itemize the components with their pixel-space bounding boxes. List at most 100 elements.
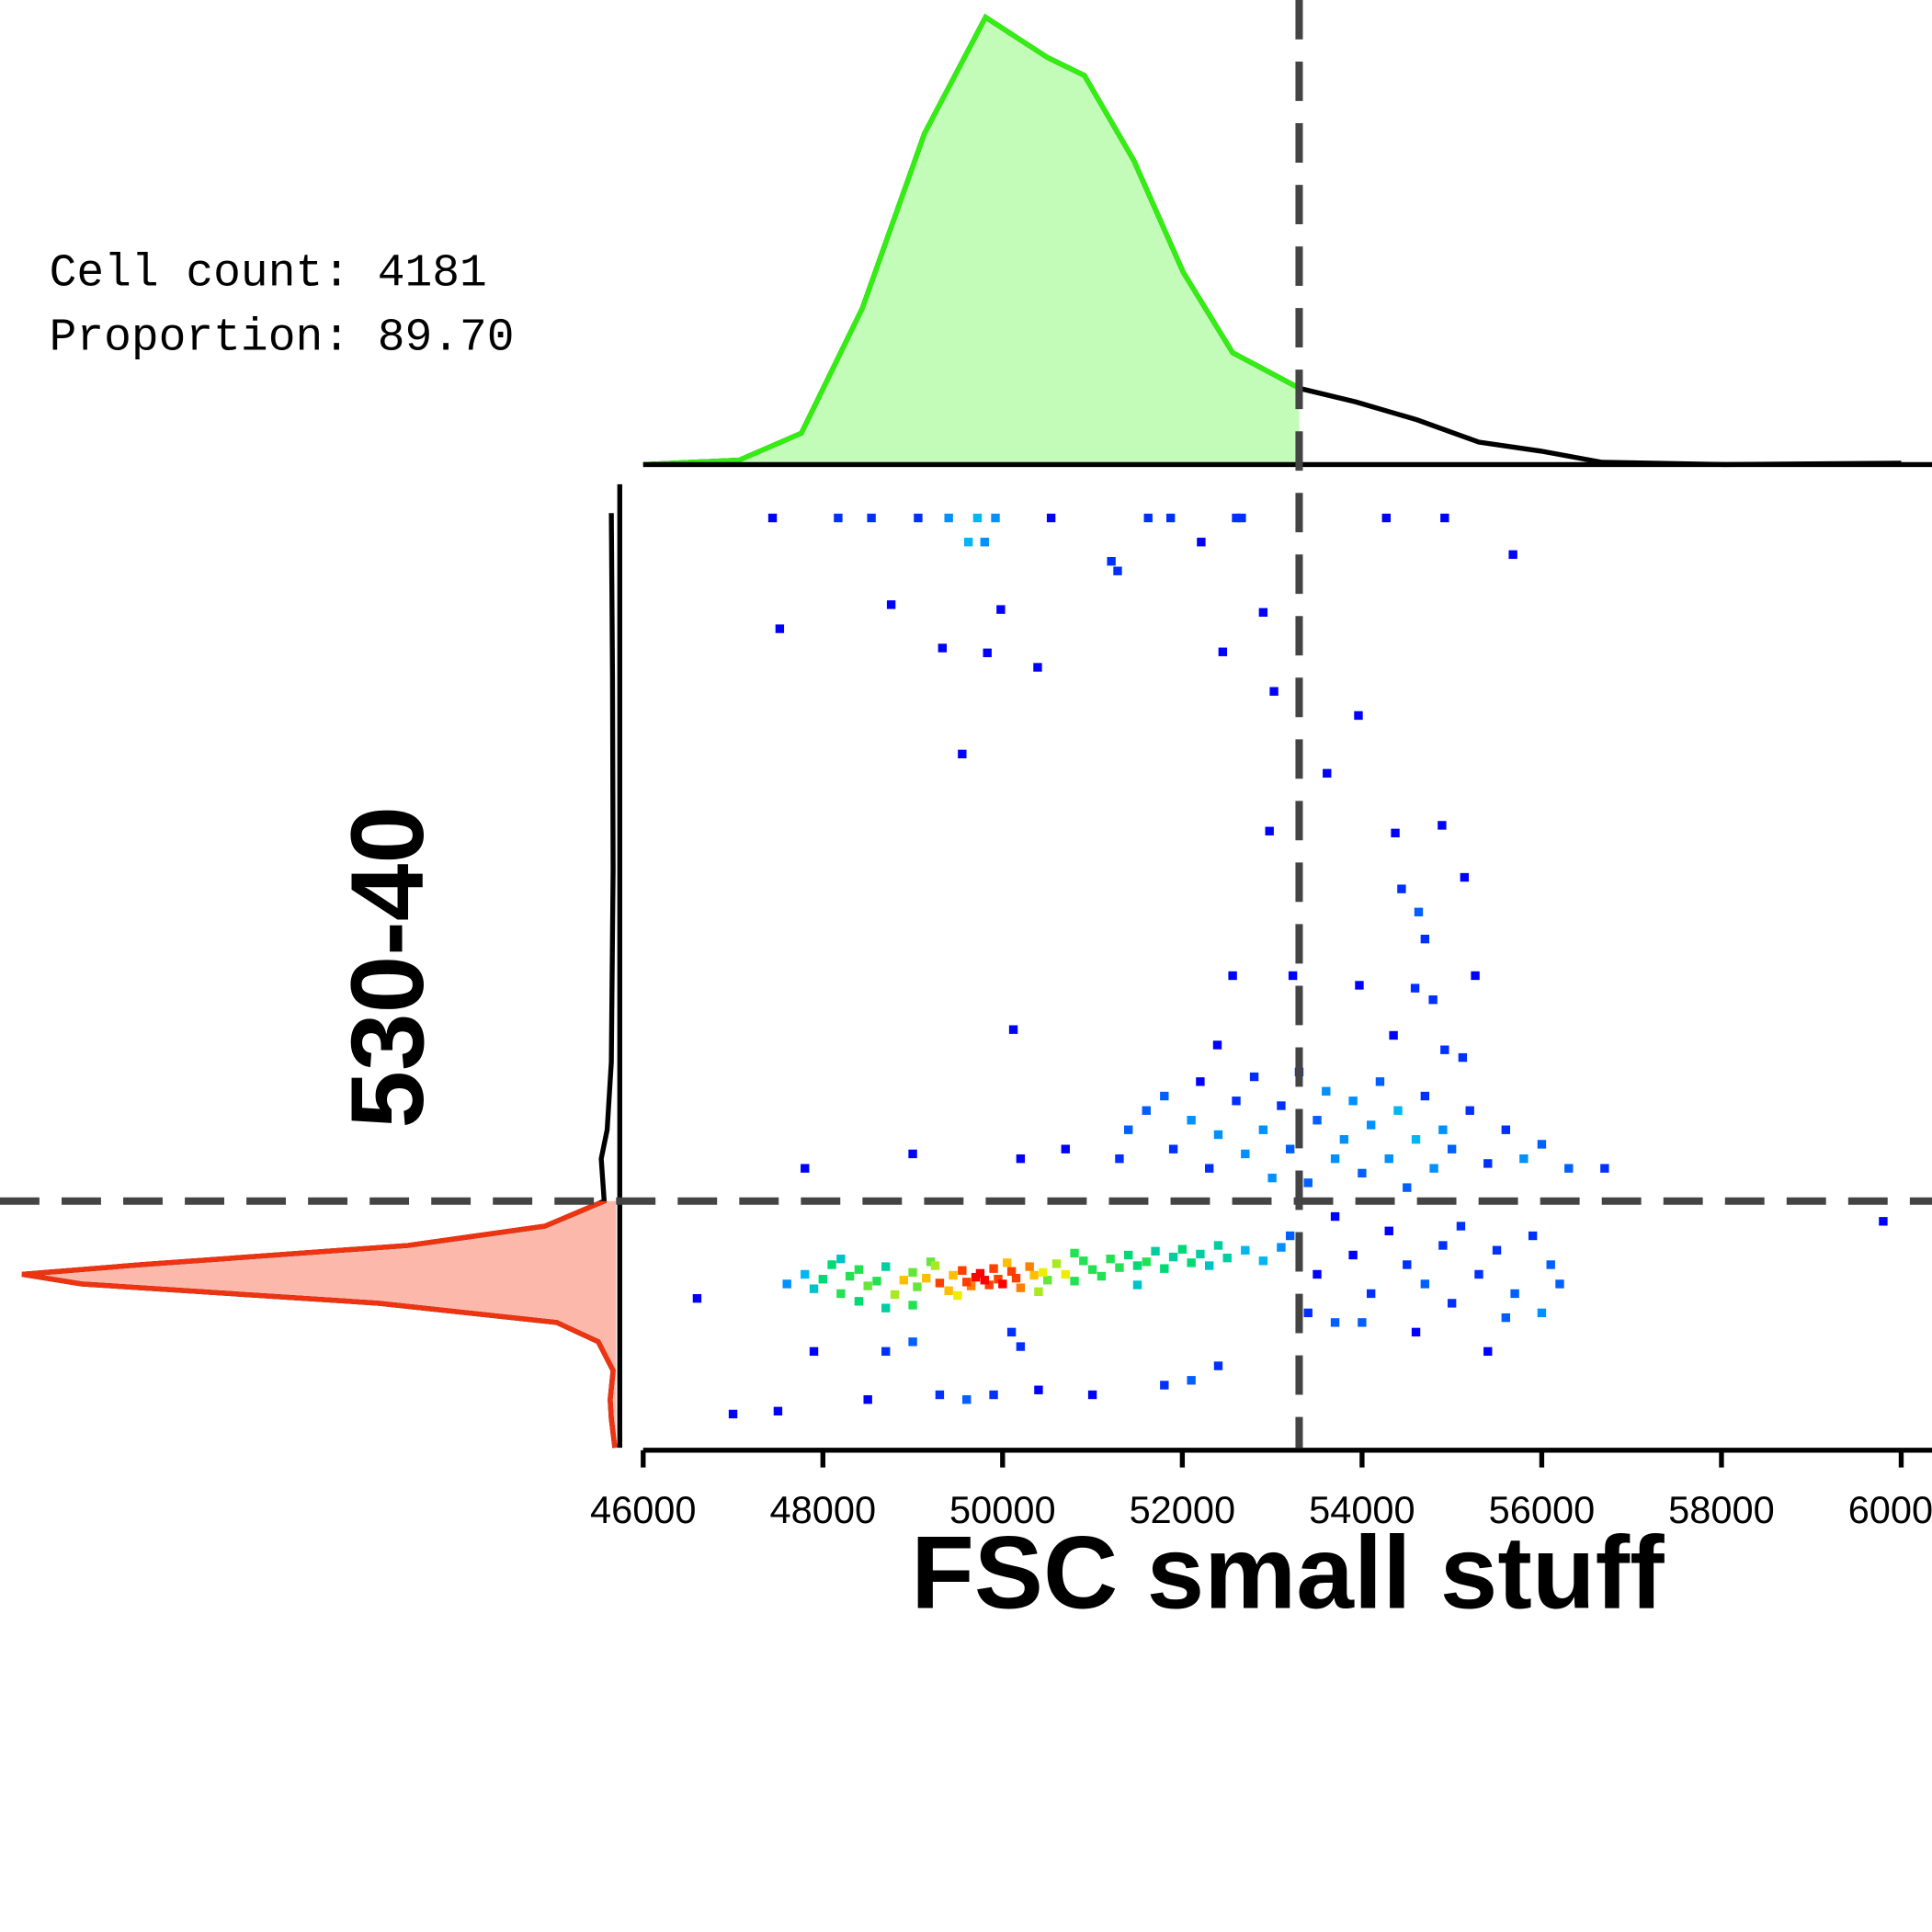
point: [1196, 1249, 1205, 1259]
gated-y-density-fill: [22, 1200, 617, 1449]
point: [1213, 1241, 1223, 1250]
point: [886, 600, 896, 609]
gated-density-fill: [642, 17, 1300, 465]
point: [1879, 1217, 1888, 1226]
point: [1113, 566, 1122, 575]
point: [775, 624, 785, 633]
point: [938, 643, 948, 653]
point: [1168, 1252, 1178, 1262]
point: [1205, 1164, 1214, 1173]
point: [1213, 1361, 1223, 1370]
point: [1258, 1256, 1268, 1266]
point: [1483, 1159, 1493, 1168]
x-tick-label: 56000: [1489, 1488, 1596, 1531]
point: [1384, 1226, 1393, 1235]
point: [1070, 1277, 1079, 1286]
point: [908, 1337, 917, 1347]
point: [1232, 1097, 1241, 1106]
point: [890, 1290, 900, 1300]
point: [1165, 513, 1176, 523]
point: [944, 513, 953, 523]
point: [881, 1262, 891, 1271]
point: [1258, 608, 1268, 617]
x-tick-label: 50000: [949, 1488, 1056, 1531]
point: [1508, 550, 1517, 560]
point: [926, 1257, 936, 1267]
point: [773, 1406, 783, 1416]
point: [1079, 1256, 1088, 1266]
point: [692, 1293, 702, 1303]
point: [1003, 1258, 1012, 1267]
point: [1046, 513, 1056, 523]
point: [1458, 1052, 1468, 1063]
point: [1447, 1299, 1457, 1308]
point: [863, 1395, 872, 1404]
point: [1330, 1211, 1340, 1222]
point: [1389, 1030, 1398, 1040]
point: [1440, 513, 1449, 523]
x-tick-label: 54000: [1309, 1488, 1415, 1531]
point: [1438, 1241, 1448, 1250]
point: [1358, 1168, 1367, 1178]
point: [935, 1279, 945, 1288]
point: [1187, 1116, 1196, 1125]
point: [1411, 1135, 1421, 1144]
point: [958, 1266, 967, 1275]
point: [1471, 971, 1480, 981]
point: [1132, 1261, 1142, 1270]
point: [1016, 1283, 1026, 1292]
point: [998, 1279, 1007, 1289]
point: [827, 1260, 836, 1269]
point: [1555, 1279, 1564, 1289]
point: [1011, 1273, 1021, 1283]
point: [809, 1284, 819, 1293]
point: [1546, 1260, 1555, 1269]
point: [1070, 1248, 1079, 1258]
point: [767, 513, 778, 523]
point: [949, 1270, 958, 1280]
point: [984, 1280, 994, 1290]
point: [899, 1276, 908, 1285]
point: [1277, 1101, 1286, 1110]
point: [1313, 1269, 1322, 1279]
point: [1043, 1276, 1052, 1285]
point: [1403, 1183, 1412, 1192]
point: [1285, 1144, 1295, 1154]
point: [1213, 1130, 1223, 1140]
point: [1115, 1263, 1124, 1272]
point: [1034, 1385, 1043, 1394]
point: [1025, 1262, 1034, 1271]
point: [1232, 513, 1241, 523]
point: [1428, 994, 1438, 1005]
point: [1051, 1259, 1062, 1268]
point: [1355, 981, 1364, 990]
point: [953, 1290, 962, 1301]
point: [728, 1409, 738, 1419]
point: [818, 1275, 827, 1284]
point: [1465, 1106, 1474, 1115]
point: [1440, 1045, 1449, 1054]
point: [1339, 1135, 1349, 1144]
point: [1034, 1287, 1043, 1297]
point: [1323, 768, 1332, 778]
point: [1142, 1106, 1151, 1115]
point: [1303, 1178, 1313, 1188]
x-tick-label: 52000: [1130, 1488, 1236, 1531]
point: [1366, 1289, 1376, 1299]
point: [962, 1395, 972, 1404]
annotation: Proportion: 89.70: [50, 312, 515, 363]
point: [1258, 1125, 1268, 1134]
point: [836, 1254, 846, 1264]
point: [1600, 1164, 1609, 1173]
point: [963, 538, 973, 547]
point: [872, 1277, 881, 1286]
point: [1124, 1250, 1133, 1260]
point: [1537, 1140, 1547, 1149]
point: [1492, 1245, 1502, 1255]
point: [1160, 1264, 1169, 1273]
point: [989, 1264, 998, 1273]
point: [1420, 1279, 1430, 1289]
point: [881, 1303, 891, 1313]
point: [834, 513, 843, 523]
